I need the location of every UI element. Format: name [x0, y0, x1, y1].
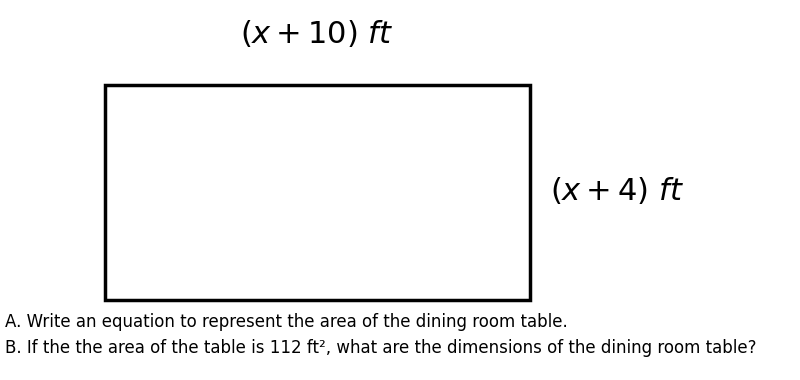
Text: B. If the the area of the table is 112 ft², what are the dimensions of the dinin: B. If the the area of the table is 112 f…	[5, 339, 757, 357]
Text: $(x + 10)$ $ft$: $(x + 10)$ $ft$	[240, 19, 394, 50]
Text: A. Write an equation to represent the area of the dining room table.: A. Write an equation to represent the ar…	[5, 313, 568, 331]
Text: $(x + 4)$ $ft$: $(x + 4)$ $ft$	[550, 176, 684, 207]
Bar	[105, 85, 530, 300]
